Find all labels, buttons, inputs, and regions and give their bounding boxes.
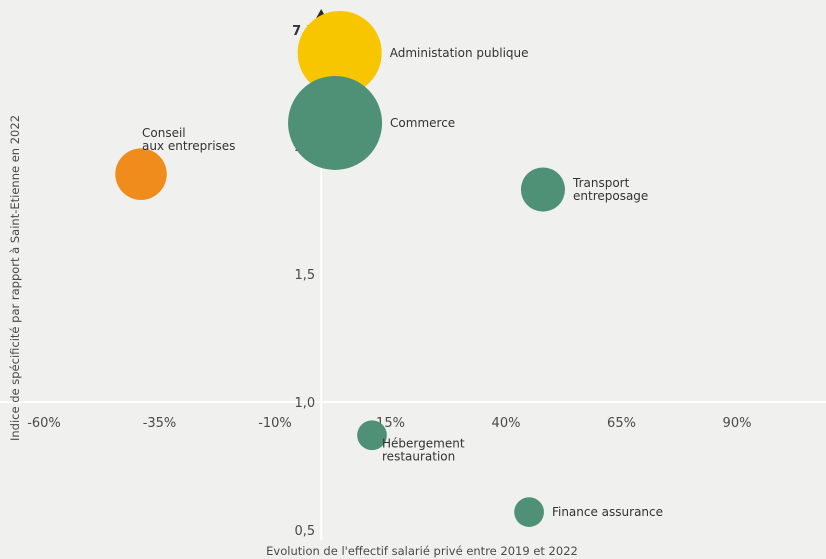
y-tick-label: 1,0 xyxy=(295,396,316,411)
x-tick-label: -35% xyxy=(143,416,177,431)
bubble-point xyxy=(357,420,387,451)
bubble-point xyxy=(115,148,167,200)
chart-bubbles xyxy=(115,10,566,527)
y-tick-label: 0,5 xyxy=(295,524,316,539)
bubble-label: Finance assurance xyxy=(552,505,663,519)
bubble-label: Transport entreposage xyxy=(572,176,648,203)
x-tick-label: 40% xyxy=(492,416,521,431)
bubble-label: Conseil aux entreprises xyxy=(142,126,235,153)
y-axis-title: Indice de spécificité par rapport à Sain… xyxy=(8,115,22,441)
bubble-label: Commerce xyxy=(390,116,455,130)
x-tick-label: -10% xyxy=(258,416,292,431)
bubble-point xyxy=(520,167,566,212)
chart-bubble-labels: Administation publique Commerce Conseil aux… xyxy=(142,46,663,519)
bubble-point xyxy=(297,10,382,96)
x-tick-label: 65% xyxy=(607,416,636,431)
x-tick-label: -60% xyxy=(27,416,61,431)
bubble-label: Hébergement restauration xyxy=(382,436,465,463)
bubble-label: Administation publique xyxy=(390,46,529,60)
bubble-point xyxy=(514,497,544,527)
x-axis-title: Evolution de l'effectif salarié privé en… xyxy=(266,544,578,558)
y-tick-label: 1,5 xyxy=(295,268,316,283)
x-tick-label: 90% xyxy=(723,416,752,431)
bubble-point xyxy=(288,75,383,170)
